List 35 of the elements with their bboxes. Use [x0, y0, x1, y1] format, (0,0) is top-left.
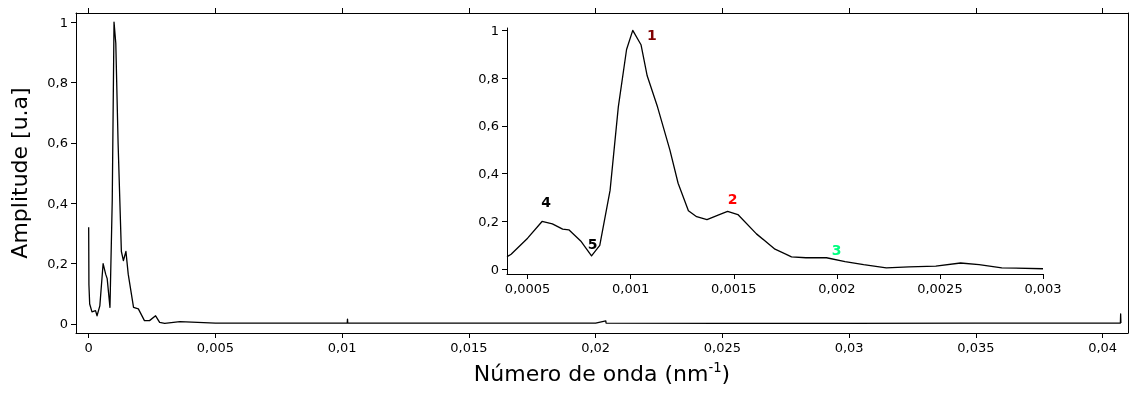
annotation: 4	[541, 194, 552, 211]
x-tick-label: 0,0005	[504, 281, 551, 296]
x-tick-label: 0,0025	[917, 281, 963, 296]
y-tick-label: 1	[490, 22, 499, 38]
x-tick-label: 0,01	[327, 340, 357, 355]
x-tick-label: 0,015	[450, 340, 488, 355]
y-tick-label: 0,2	[47, 256, 68, 272]
x-tick-label: 0,02	[581, 340, 611, 355]
x-tick-label: 0,001	[612, 281, 650, 296]
x-tick-label: 0,025	[703, 340, 742, 355]
y-tick-label: 0,6	[47, 135, 68, 151]
annotation: 5	[587, 235, 598, 252]
x-tick-label: 0,003	[1024, 281, 1062, 296]
y-tick-label: 0,2	[478, 213, 499, 229]
x-tick-label: 0	[84, 340, 93, 355]
x-tick-label: 0,035	[957, 340, 995, 355]
y-axis-title: Amplitude [u.a]	[6, 87, 32, 259]
x-tick-label: 0,0015	[711, 281, 757, 296]
y-tick-label: 0	[59, 316, 68, 332]
annotation: 3	[831, 241, 842, 258]
annotation: 1	[646, 27, 657, 44]
x-tick-label: 0,04	[1088, 340, 1118, 355]
y-tick-label: 1	[59, 14, 68, 30]
y-tick-label: 0,8	[478, 70, 499, 86]
line-series	[88, 21, 1122, 324]
y-tick-label: 0,6	[478, 118, 499, 134]
annotation: 2	[727, 191, 738, 208]
x-tick-label: 0,03	[834, 340, 864, 355]
x-tick-label: 0,005	[196, 340, 235, 355]
y-tick-label: 0,4	[47, 195, 68, 211]
y-tick-label: 0,4	[478, 166, 499, 182]
y-tick-label: 0,8	[47, 74, 68, 90]
y-tick-label: 0	[490, 261, 499, 277]
line-series	[506, 29, 1044, 270]
x-tick-label: 0,002	[818, 281, 856, 296]
